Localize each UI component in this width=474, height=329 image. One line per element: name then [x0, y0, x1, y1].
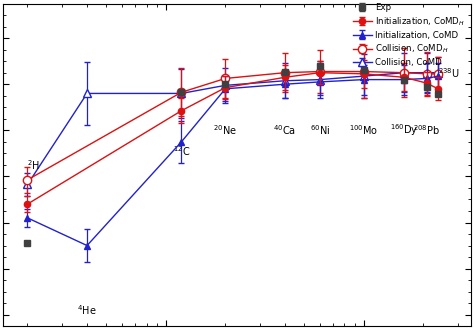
Text: $^{40}$Ca: $^{40}$Ca — [273, 123, 296, 137]
Text: $^{4}$He: $^{4}$He — [77, 303, 97, 317]
Text: $^{60}$Ni: $^{60}$Ni — [310, 123, 330, 137]
Text: $^{238}$U: $^{238}$U — [438, 66, 460, 80]
Text: $^{208}$Pb: $^{208}$Pb — [413, 123, 440, 137]
Text: $^{20}$Ne: $^{20}$Ne — [213, 123, 237, 137]
Legend: Exp, Initialization, CoMD$_H$, Initialization, CoMD, Collision, CoMD$_H$, Collis: Exp, Initialization, CoMD$_H$, Initializ… — [351, 1, 467, 69]
Text: $^{100}$Mo: $^{100}$Mo — [349, 123, 378, 137]
Text: $^{160}$Dy: $^{160}$Dy — [390, 122, 418, 138]
Text: $^{2}$H: $^{2}$H — [27, 158, 41, 172]
Text: $^{12}$C: $^{12}$C — [173, 144, 190, 158]
